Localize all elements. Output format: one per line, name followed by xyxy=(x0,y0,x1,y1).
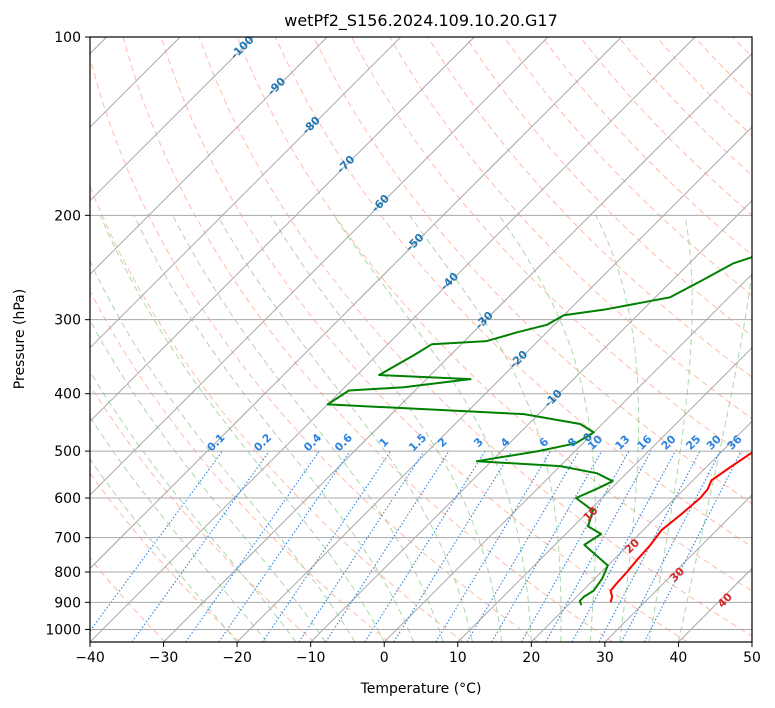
moist-adiabat xyxy=(133,215,415,642)
dry-adiabat xyxy=(160,37,688,642)
x-tick-label: −10 xyxy=(296,650,326,666)
x-tick-label: 40 xyxy=(670,650,688,666)
y-tick-label: 200 xyxy=(54,208,81,224)
moist-adiabat xyxy=(90,319,326,642)
x-tick-label: 50 xyxy=(743,650,761,666)
moist-adiabat xyxy=(217,215,473,642)
moist-adiabat xyxy=(90,260,356,642)
isotherm-line xyxy=(310,200,752,642)
isotherm-line xyxy=(236,126,752,642)
dry-adiabat xyxy=(465,37,752,337)
y-tick-label: 500 xyxy=(54,444,81,460)
y-tick-label: 800 xyxy=(54,565,81,581)
dry-adiabat xyxy=(90,55,539,642)
y-tick-label: 1000 xyxy=(45,622,81,638)
isotherm-line xyxy=(90,37,475,422)
mixing-ratio-line xyxy=(131,450,270,642)
dry-adiabat xyxy=(122,37,613,642)
mixing-ratio-line xyxy=(90,450,223,632)
isotherm-line xyxy=(604,494,752,642)
x-axis-ticks: −40 −30 −20 −10 0 10 20 30 40 50 xyxy=(75,642,761,666)
y-axis-label: Pressure (hPa) xyxy=(12,289,28,389)
mixing-ratio-line xyxy=(545,450,652,642)
y-tick-label: 400 xyxy=(54,387,81,403)
mixing-ratio-line xyxy=(325,450,450,642)
x-tick-label: −40 xyxy=(75,650,105,666)
moist-adiabat xyxy=(270,215,503,642)
isotherm-line xyxy=(90,37,622,570)
moist-adiabat xyxy=(409,215,562,642)
moist-adiabat xyxy=(90,416,267,642)
moist-adiabat xyxy=(648,215,693,642)
moist-adiabat xyxy=(677,269,752,642)
dry-adiabat xyxy=(389,37,752,420)
profile-series xyxy=(326,256,752,606)
background-lines xyxy=(90,37,752,642)
isotherm-line xyxy=(90,37,696,642)
y-tick-label: 900 xyxy=(54,595,81,611)
plot-area xyxy=(90,37,752,642)
x-tick-label: −20 xyxy=(222,650,252,666)
isotherm-line xyxy=(163,52,752,642)
moist-adiabat xyxy=(498,215,597,642)
x-tick-label: 0 xyxy=(380,650,389,666)
x-axis-label: Temperature (°C) xyxy=(360,681,482,697)
moist-adiabat xyxy=(90,370,297,642)
isotherm-line xyxy=(90,37,549,496)
x-tick-label: 30 xyxy=(596,650,614,666)
dry-adiabat xyxy=(90,185,464,642)
y-tick-label: 700 xyxy=(54,531,81,547)
isotherm-line xyxy=(90,37,328,275)
dry-adiabat xyxy=(90,290,390,642)
x-tick-label: 10 xyxy=(449,650,467,666)
mixing-ratio-line xyxy=(185,450,320,642)
mixing-ratio-line xyxy=(621,450,721,642)
y-axis-ticks: 100 200 300 400 500 600 700 800 900 1000 xyxy=(45,30,90,638)
dry-adiabat xyxy=(313,37,752,505)
mixing-ratio-line xyxy=(435,450,551,642)
temperature-line xyxy=(609,451,752,603)
moist-adiabat xyxy=(99,215,385,642)
moist-adiabat xyxy=(333,215,532,642)
y-tick-label: 300 xyxy=(54,313,81,329)
mixing-ratio-line xyxy=(393,450,513,642)
isotherm-line xyxy=(531,420,752,642)
moist-adiabat xyxy=(595,215,640,642)
mixing-ratio-line xyxy=(571,450,676,642)
mixing-ratio-line xyxy=(364,450,486,642)
dry-adiabat xyxy=(90,472,241,642)
y-tick-label: 600 xyxy=(54,491,81,507)
isotherm-line xyxy=(90,37,402,349)
mixing-ratio-line xyxy=(298,450,425,642)
x-tick-label: 20 xyxy=(522,650,540,666)
moist-adiabat xyxy=(172,215,444,642)
plot-frame xyxy=(89,36,753,643)
y-tick-label: 100 xyxy=(54,30,81,46)
isotherm-line xyxy=(383,273,752,642)
x-tick-label: −30 xyxy=(149,650,179,666)
moist-adiabat xyxy=(90,458,238,642)
dry-adiabat xyxy=(351,37,752,462)
dry-adiabat xyxy=(90,384,315,642)
dry-adiabat xyxy=(427,37,752,378)
dry-adiabat xyxy=(274,37,752,548)
dry-adiabat xyxy=(503,37,752,296)
pressure-gridlines xyxy=(90,214,752,630)
isotherm-line xyxy=(90,37,254,202)
mixing-ratio-line xyxy=(218,450,351,642)
mixing-ratio-line xyxy=(643,450,742,642)
dewpoint-line xyxy=(326,256,752,606)
chart-title: wetPf2_S156.2024.109.10.20.G17 xyxy=(284,11,558,31)
mixing-ratio-line xyxy=(598,450,701,642)
isotherm-line xyxy=(457,347,752,642)
